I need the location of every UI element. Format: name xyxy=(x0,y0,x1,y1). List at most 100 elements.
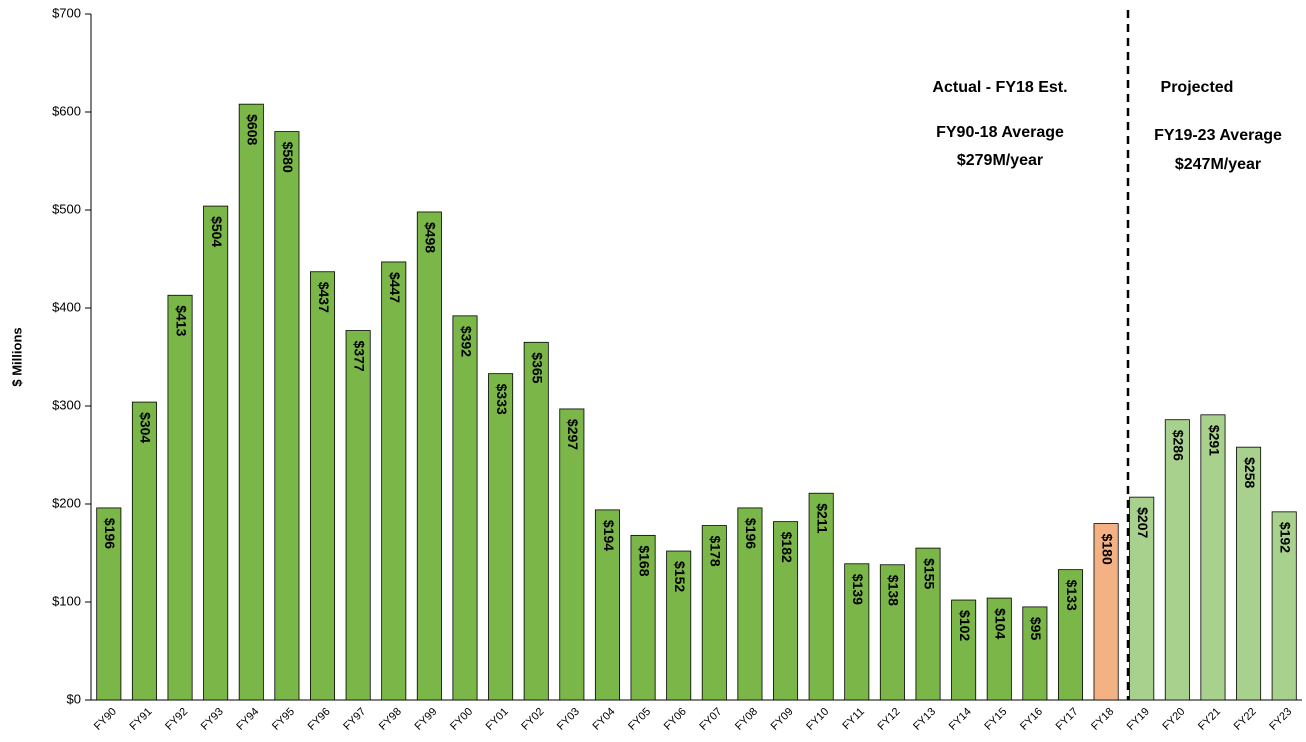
x-tick-label: FY21 xyxy=(1196,706,1223,733)
x-tick-label: FY06 xyxy=(662,706,689,733)
y-tick-label: $400 xyxy=(52,299,81,314)
data-label: $333 xyxy=(494,384,510,415)
data-label: $580 xyxy=(280,142,296,173)
data-label: $608 xyxy=(245,114,261,145)
annotation: $247M/year xyxy=(1175,156,1261,173)
x-tick-label: FY01 xyxy=(484,706,511,733)
x-tick-label: FY90 xyxy=(92,706,119,733)
bar xyxy=(96,507,122,701)
x-tick-label: FY11 xyxy=(840,706,867,733)
y-tick-label: $200 xyxy=(52,495,81,510)
bar xyxy=(452,315,478,701)
bar xyxy=(345,330,371,701)
x-tick-label: FY17 xyxy=(1054,706,1081,733)
bar xyxy=(808,492,834,701)
data-label: $504 xyxy=(209,216,225,247)
data-label: $168 xyxy=(636,545,652,576)
x-tick-label: FY18 xyxy=(1089,706,1116,733)
y-axis-label: $ Millions xyxy=(9,327,24,386)
y-tick-label: $700 xyxy=(52,5,81,20)
x-tick-label: FY04 xyxy=(591,706,618,733)
x-tick-label: FY07 xyxy=(697,706,724,733)
x-tick-label: FY99 xyxy=(412,706,439,733)
data-label: $182 xyxy=(779,532,795,563)
x-tick-label: FY91 xyxy=(128,706,155,733)
x-tick-label: FY19 xyxy=(1125,706,1152,733)
data-label: $196 xyxy=(102,518,118,549)
y-tick-label: $500 xyxy=(52,201,81,216)
data-label: $413 xyxy=(173,305,189,336)
data-label: $102 xyxy=(957,610,973,641)
data-label: $138 xyxy=(886,575,902,606)
data-label: $196 xyxy=(743,518,759,549)
data-label: $286 xyxy=(1171,430,1187,461)
bar xyxy=(1093,523,1119,701)
y-tick-label: $100 xyxy=(52,593,81,608)
annotation: $279M/year xyxy=(957,152,1043,169)
data-label: $365 xyxy=(530,352,546,383)
data-label: $258 xyxy=(1242,457,1258,488)
x-tick-label: FY13 xyxy=(911,706,938,733)
bar xyxy=(559,408,585,701)
x-tick-label: FY02 xyxy=(519,706,546,733)
x-tick-label: FY96 xyxy=(306,706,333,733)
bar xyxy=(416,211,442,701)
x-tick-label: FY97 xyxy=(341,706,368,733)
data-label: $180 xyxy=(1099,534,1115,565)
annotation: FY19-23 Average xyxy=(1154,127,1282,144)
x-tick-label: FY92 xyxy=(163,706,190,733)
x-tick-label: FY03 xyxy=(555,706,582,733)
bar xyxy=(310,271,336,701)
bar xyxy=(203,205,229,701)
x-tick-label: FY23 xyxy=(1267,706,1294,733)
bar xyxy=(1271,511,1297,701)
x-tick-label: FY22 xyxy=(1232,706,1259,733)
bar xyxy=(488,373,514,701)
annotation: Projected xyxy=(1161,79,1234,96)
bar xyxy=(594,509,620,701)
bar xyxy=(274,131,300,701)
bar xyxy=(1236,446,1262,701)
bar xyxy=(381,261,407,701)
data-label: $207 xyxy=(1135,507,1151,538)
data-label: $192 xyxy=(1277,522,1293,553)
x-tick-label: FY15 xyxy=(982,706,1009,733)
x-tick-label: FY05 xyxy=(626,706,653,733)
bar xyxy=(986,597,1012,701)
x-tick-label: FY12 xyxy=(875,706,902,733)
data-label: $447 xyxy=(387,272,403,303)
bar xyxy=(1164,419,1190,701)
bar xyxy=(773,521,799,701)
x-tick-label: FY14 xyxy=(947,706,974,733)
data-label: $377 xyxy=(351,341,367,372)
data-label: $304 xyxy=(138,412,154,443)
annotation: Actual - FY18 Est. xyxy=(932,79,1067,96)
x-tick-label: FY20 xyxy=(1160,706,1187,733)
annotation: FY90-18 Average xyxy=(936,124,1064,141)
x-tick-label: FY95 xyxy=(270,706,297,733)
bar xyxy=(1129,496,1155,701)
x-tick-label: FY94 xyxy=(234,706,261,733)
bar xyxy=(523,341,549,701)
bar xyxy=(131,401,157,701)
x-tick-label: FY93 xyxy=(199,706,226,733)
data-label: $392 xyxy=(458,326,474,357)
bar xyxy=(167,294,193,701)
data-label: $178 xyxy=(708,536,724,567)
data-label: $95 xyxy=(1028,617,1044,641)
x-tick-label: FY98 xyxy=(377,706,404,733)
bar xyxy=(737,507,763,701)
data-label: $437 xyxy=(316,282,332,313)
x-tick-label: FY08 xyxy=(733,706,760,733)
bar xyxy=(1022,606,1048,701)
data-label: $104 xyxy=(993,608,1009,639)
bar xyxy=(666,550,692,701)
y-tick-label: $600 xyxy=(52,103,81,118)
bar xyxy=(951,599,977,701)
data-label: $133 xyxy=(1064,580,1080,611)
x-tick-label: FY10 xyxy=(804,706,831,733)
bar xyxy=(701,525,727,701)
bar xyxy=(1200,414,1226,701)
y-tick-label: $0 xyxy=(67,691,81,706)
